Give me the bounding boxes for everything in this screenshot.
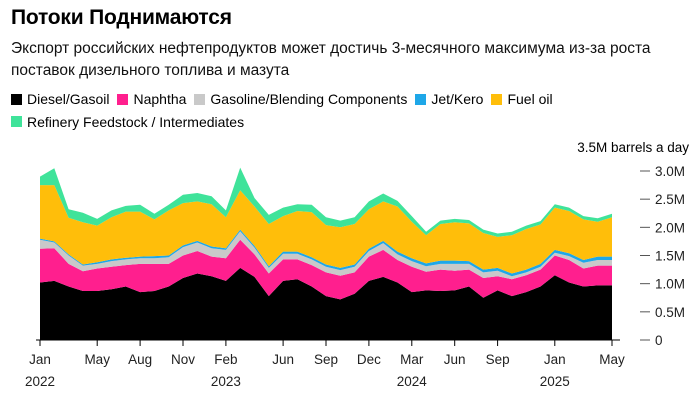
legend-swatch-jet [415, 93, 427, 105]
area-gasoline [40, 231, 612, 280]
y-tick-label: 2.5M [655, 192, 685, 207]
legend-item-gasoline: Gasoline/Blending Components [194, 88, 407, 110]
legend-label-gasoline: Gasoline/Blending Components [210, 91, 408, 107]
y-tick-label: 3.0M [655, 164, 685, 179]
legend-label-fueloil: Fuel oil [507, 91, 553, 107]
x-tick-label: Dec [357, 352, 381, 367]
legend-item-fueloil: Fuel oil [491, 88, 553, 110]
x-tick-label: Nov [171, 352, 195, 367]
area-naphtha [40, 239, 612, 300]
legend-swatch-fueloil [491, 93, 503, 105]
x-tick-label: Sep [486, 352, 510, 367]
legend-swatch-naphtha [117, 93, 129, 105]
legend-label-naphtha: Naphtha [133, 91, 187, 107]
y-tick-label: 2.0M [655, 220, 685, 235]
x-tick-year-label: 2024 [397, 374, 428, 389]
legend-label-feedstock: Refinery Feedstock / Intermediates [27, 113, 245, 130]
y-tick-label: 1.0M [655, 277, 685, 292]
y-tick-label: 1.5M [655, 249, 685, 264]
x-tick-label: Jan [29, 352, 51, 367]
legend-label-jet: Jet/Kero [431, 91, 484, 107]
x-tick-year-label: 2025 [540, 374, 570, 389]
x-tick-label: Jun [444, 352, 466, 367]
area-feedstock [40, 167, 612, 237]
legend-item-diesel: Diesel/Gasoil [11, 88, 109, 110]
y-tick-label: 0.5M [655, 305, 685, 320]
legend-item-jet: Jet/Kero [415, 88, 483, 110]
x-tick-label: Jan [544, 352, 566, 367]
chart-legend: Diesel/Gasoil Naphtha Gasoline/Blending Co… [11, 88, 691, 133]
legend-swatch-feedstock [11, 116, 22, 127]
x-tick-label: May [84, 352, 110, 367]
x-tick-label: Jun [272, 352, 294, 367]
chart-subtitle: Экспорт российских нефтепродуктов может … [11, 40, 651, 79]
x-tick-label: May [599, 352, 625, 367]
legend-item-naphtha: Naphtha [117, 88, 186, 110]
x-tick-year-label: 2023 [211, 374, 241, 389]
x-tick-label: Feb [214, 352, 237, 367]
y-axis-unit-label: 3.5M barrels a day [577, 140, 689, 155]
x-tick-label: Mar [400, 352, 424, 367]
area-diesel [40, 267, 612, 340]
x-tick-label: Aug [128, 352, 152, 367]
legend-label-diesel: Diesel/Gasoil [27, 91, 110, 107]
chart-title: Потоки Поднимаются [11, 6, 232, 29]
legend-swatch-diesel [11, 93, 22, 105]
area-fueloil [40, 185, 612, 274]
x-tick-year-label: 2022 [25, 374, 55, 389]
legend-item-feedstock: Refinery Feedstock / Intermediates [11, 111, 244, 133]
y-tick-label: 0 [655, 333, 663, 348]
legend-swatch-gasoline [194, 93, 206, 105]
x-tick-label: Sep [314, 352, 338, 367]
